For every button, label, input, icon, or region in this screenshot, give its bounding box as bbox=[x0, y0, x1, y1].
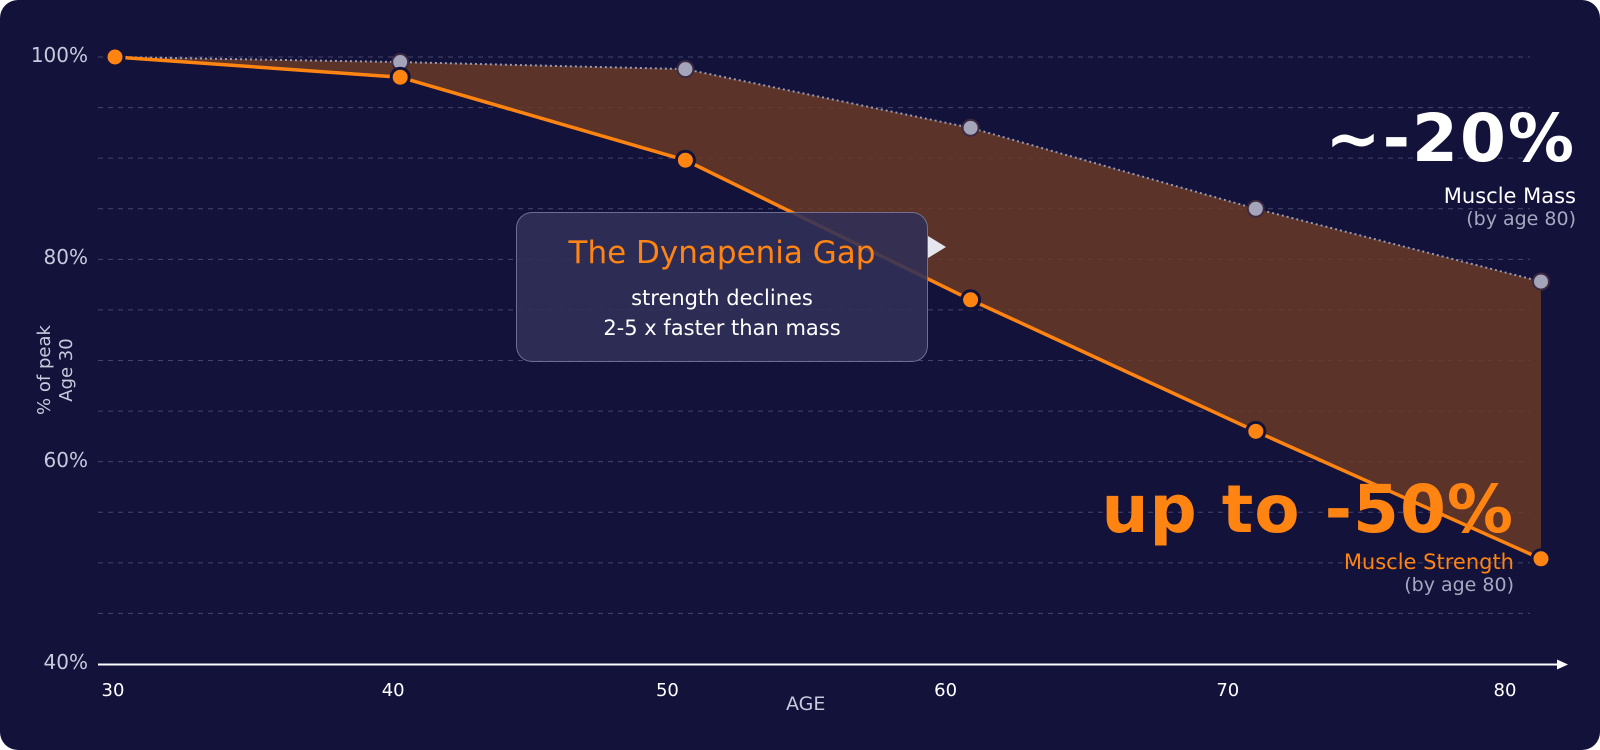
x-tick-label: 50 bbox=[655, 680, 679, 701]
strength-callout: up to -50% Muscle Strength (by age 80) bbox=[1102, 470, 1514, 596]
gap-description: strength declines 2-5 x faster than mass bbox=[517, 283, 927, 343]
point-muscle-strength bbox=[104, 46, 126, 68]
y-axis-label: % of peak Age 30 bbox=[34, 270, 78, 470]
y-tick-label: 100% bbox=[30, 43, 88, 67]
y-tick-label: 60% bbox=[43, 447, 88, 472]
point-muscle-strength bbox=[1245, 420, 1267, 442]
x-tick-label: 40 bbox=[381, 680, 405, 701]
y-tick-label: 40% bbox=[43, 650, 88, 674]
x-tick-label: 70 bbox=[1216, 680, 1240, 701]
gap-title: The Dynapenia Gap bbox=[568, 235, 876, 271]
y-tick-label: 80% bbox=[43, 245, 88, 270]
strength-series-label: Muscle Strength bbox=[1343, 550, 1514, 574]
y-axis-label-line2: Age 30 bbox=[56, 338, 77, 402]
point-muscle-strength bbox=[389, 66, 411, 88]
point-muscle-strength bbox=[674, 149, 696, 171]
x-tick-label: 30 bbox=[101, 680, 125, 701]
series-line-muscle-mass bbox=[114, 56, 1542, 283]
mass-callout: ~-20% Muscle Mass (by age 80) bbox=[1325, 100, 1576, 230]
point-muscle-mass bbox=[676, 60, 695, 79]
y-axis-label-line1: % of peak bbox=[34, 325, 55, 415]
pointer-arrow-icon bbox=[928, 236, 946, 258]
mass-change-value: ~-20% bbox=[1325, 100, 1576, 177]
gap-line-2: 2-5 x faster than mass bbox=[603, 316, 841, 340]
point-muscle-strength bbox=[1530, 548, 1552, 570]
strength-sub-label: (by age 80) bbox=[1404, 574, 1514, 596]
strength-change-value: up to -50% bbox=[1101, 471, 1514, 548]
mass-sub-label: (by age 80) bbox=[1466, 208, 1576, 230]
mass-series-label: Muscle Mass bbox=[1443, 184, 1576, 208]
point-muscle-strength bbox=[960, 289, 982, 311]
x-tick-label: 80 bbox=[1493, 680, 1517, 701]
gap-line-1: strength declines bbox=[631, 286, 813, 310]
dynapenia-gap-tooltip: The Dynapenia Gap strength declines 2-5 … bbox=[516, 212, 928, 362]
x-tick-label: 60 bbox=[934, 680, 958, 701]
point-muscle-mass bbox=[961, 118, 980, 137]
x-axis-label: AGE bbox=[786, 693, 826, 715]
x-axis-arrow-icon bbox=[1557, 659, 1568, 670]
point-muscle-mass bbox=[1532, 272, 1550, 291]
dynapenia-gap-area bbox=[115, 57, 1541, 559]
point-muscle-mass bbox=[1246, 199, 1265, 218]
